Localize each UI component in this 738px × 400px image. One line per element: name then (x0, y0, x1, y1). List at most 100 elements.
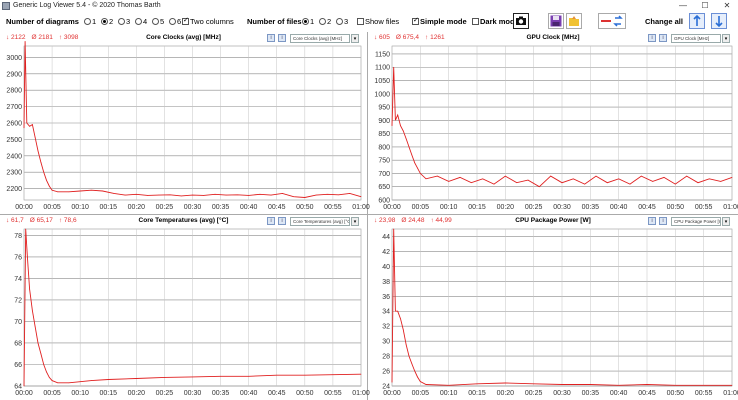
data-point (23, 385, 25, 387)
data-point (419, 381, 421, 382)
detail-button[interactable]: i (278, 34, 286, 42)
folder-icon (569, 16, 579, 26)
y-tick-label: 74 (14, 276, 22, 283)
num-files-label: Number of files (247, 17, 302, 26)
x-tick-label: 00:20 (497, 204, 515, 211)
data-point (57, 191, 59, 193)
show-files-checkbox[interactable]: Show files (357, 17, 399, 27)
x-tick-label: 00:05 (412, 390, 430, 397)
y-tick-label: 78 (14, 233, 22, 240)
y-tick-label: 1000 (374, 91, 390, 98)
data-point (674, 384, 676, 386)
data-point (46, 179, 47, 181)
data-point (34, 137, 36, 139)
data-point (46, 371, 47, 373)
info-button[interactable]: i (648, 34, 656, 42)
x-tick-label: 00:05 (412, 204, 430, 211)
data-point (697, 182, 699, 184)
y-tick-label: 2900 (6, 71, 22, 78)
data-point (79, 381, 81, 383)
x-tick-label: 00:35 (582, 390, 600, 397)
diagram-radio-6[interactable]: 6 (169, 17, 181, 27)
file-radio-1[interactable]: 1 (302, 17, 314, 27)
data-point (54, 190, 56, 192)
series-select[interactable]: Core Temperatures (avg) [°C] (290, 217, 350, 226)
screenshot-button[interactable] (513, 13, 529, 29)
diagram-radio-1[interactable]: 1 (84, 17, 96, 27)
info-button[interactable]: i (648, 217, 656, 225)
diagram-radio-5[interactable]: 5 (152, 17, 164, 27)
data-point (164, 377, 165, 378)
close-button[interactable]: ✕ (723, 1, 731, 10)
data-point (32, 310, 33, 312)
data-point (397, 114, 399, 116)
checkbox-label: Show files (365, 17, 400, 26)
camera-icon (516, 16, 526, 25)
data-point (332, 374, 334, 376)
data-point (646, 384, 648, 385)
diagram-radio-3[interactable]: 3 (118, 17, 130, 27)
series-select[interactable]: CPU Package Power [W] (671, 217, 721, 226)
stat-avg: Ø 2181 (31, 34, 53, 41)
data-point (276, 374, 278, 376)
data-point (459, 177, 461, 178)
x-tick-label: 00:20 (128, 390, 146, 397)
data-point (135, 378, 137, 379)
y-tick-label: 750 (378, 158, 390, 165)
data-point (561, 182, 563, 184)
detail-button[interactable]: i (278, 217, 286, 225)
two-columns-checkbox[interactable]: Two columns (182, 16, 234, 27)
info-button[interactable]: i (267, 217, 275, 225)
x-tick-label: 00:00 (15, 390, 33, 397)
move-up-button[interactable] (689, 13, 705, 29)
diagram-radio-2[interactable]: 2 (101, 17, 113, 27)
select-dropdown-button[interactable]: ▾ (722, 34, 730, 43)
info-button[interactable]: i (267, 34, 275, 42)
data-point (405, 138, 407, 140)
x-tick-label: 00:00 (15, 204, 33, 211)
y-tick-label: 44 (382, 234, 390, 241)
data-point (40, 353, 42, 355)
chart-panel: ↓ 23,98 Ø 24,48 ↑ 44,99 CPU Package Power [… (368, 215, 738, 400)
line-chart: 3000 2900 2800 2700 2600 2500 2400 2300 2200 00:0… (6, 41, 370, 211)
series-select[interactable]: GPU Clock [MHz] (671, 34, 721, 43)
y-tick-label: 2500 (6, 137, 22, 144)
select-dropdown-button[interactable]: ▾ (351, 34, 359, 43)
checkbox-icon (182, 16, 189, 26)
data-point (595, 175, 597, 177)
checkbox-icon (412, 16, 419, 26)
select-dropdown-button[interactable]: ▾ (722, 217, 730, 226)
select-dropdown-button[interactable]: ▾ (351, 217, 359, 226)
line-chart: 1150 1100 1050 1000 950 900 850 800 750 700 650 600… (374, 45, 738, 211)
data-point (504, 175, 506, 177)
simple-mode-checkbox[interactable]: Simple mode (412, 16, 467, 27)
save-button[interactable] (548, 13, 564, 29)
stat-min: ↓ 23,98 (374, 217, 396, 224)
maximize-button[interactable]: ☐ (701, 1, 709, 10)
detail-button[interactable]: i (659, 34, 667, 42)
file-radio-3[interactable]: 3 (336, 17, 348, 27)
minimize-button[interactable]: — (679, 1, 687, 10)
series-select[interactable]: Core Clocks (avg) [MHz] (290, 34, 350, 43)
x-tick-label: 00:50 (667, 390, 685, 397)
x-tick-label: 00:50 (296, 204, 314, 211)
open-folder-button[interactable] (566, 13, 582, 29)
data-point (360, 196, 362, 198)
dark-mode-checkbox[interactable]: Dark mod (472, 17, 515, 27)
y-tick-label: 2600 (6, 121, 22, 128)
x-tick-label: 00:40 (610, 390, 628, 397)
swap-series-button[interactable] (598, 13, 626, 29)
detail-button[interactable]: i (659, 217, 667, 225)
move-down-button[interactable] (711, 13, 727, 29)
x-tick-label: 00:20 (497, 390, 515, 397)
x-tick-label: 00:35 (212, 390, 230, 397)
file-radio-2[interactable]: 2 (319, 17, 331, 27)
data-point (516, 182, 518, 184)
x-tick-label: 00:40 (610, 204, 628, 211)
diagram-radio-4[interactable]: 4 (135, 17, 147, 27)
x-tick-label: 00:55 (324, 390, 342, 397)
y-tick-label: 30 (382, 339, 390, 346)
column-divider (367, 32, 368, 400)
data-point (395, 310, 396, 312)
row-divider (0, 214, 738, 215)
